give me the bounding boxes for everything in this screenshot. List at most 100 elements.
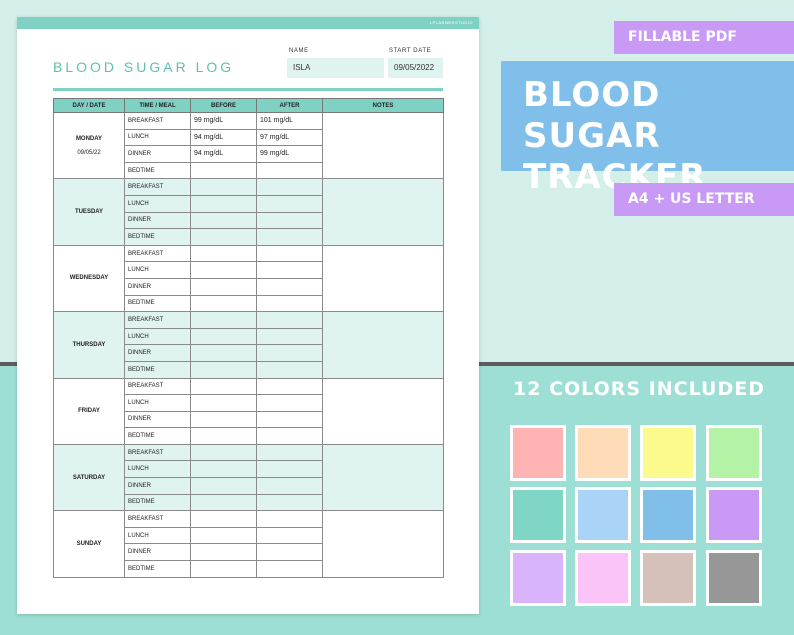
notes-cell[interactable] xyxy=(322,377,444,445)
before-cell[interactable]: 94 mg/dL xyxy=(190,128,257,147)
before-cell[interactable]: 94 mg/dL xyxy=(190,145,257,163)
before-cell[interactable] xyxy=(190,477,257,495)
color-swatch xyxy=(575,487,631,543)
after-cell[interactable] xyxy=(256,427,323,445)
after-cell[interactable] xyxy=(256,493,323,512)
meal-cell: BREAKFAST xyxy=(124,377,191,396)
before-cell[interactable] xyxy=(190,244,257,263)
table-row: LUNCH xyxy=(54,261,444,279)
meal-cell: LUNCH xyxy=(124,128,191,147)
before-cell[interactable] xyxy=(190,161,257,180)
after-cell[interactable] xyxy=(256,377,323,396)
before-cell[interactable] xyxy=(190,178,257,196)
meal-cell: LUNCH xyxy=(124,526,191,545)
after-cell[interactable] xyxy=(256,543,323,562)
after-cell[interactable] xyxy=(256,526,323,545)
color-swatch xyxy=(575,425,631,481)
meal-cell: BEDTIME xyxy=(124,228,191,246)
after-cell[interactable] xyxy=(256,228,323,246)
after-cell[interactable] xyxy=(256,327,323,346)
notes-cell[interactable] xyxy=(322,510,444,578)
table-row: DINNER xyxy=(54,477,444,495)
before-cell[interactable] xyxy=(190,543,257,562)
before-cell[interactable] xyxy=(190,410,257,429)
notes-cell[interactable] xyxy=(322,178,444,246)
after-cell[interactable] xyxy=(256,277,323,296)
before-cell[interactable] xyxy=(190,360,257,379)
color-swatch xyxy=(575,550,631,606)
day-cell: THURSDAY xyxy=(53,311,125,379)
after-cell[interactable] xyxy=(256,460,323,479)
notes-cell[interactable] xyxy=(322,244,444,313)
meal-cell: BREAKFAST xyxy=(124,311,191,329)
after-cell[interactable] xyxy=(256,294,323,313)
after-cell[interactable] xyxy=(256,211,323,230)
before-cell[interactable] xyxy=(190,228,257,246)
before-cell[interactable] xyxy=(190,493,257,512)
after-cell[interactable]: 97 mg/dL xyxy=(256,128,323,147)
meal-cell: LUNCH xyxy=(124,327,191,346)
day-name: THURSDAY xyxy=(72,341,106,348)
after-cell[interactable] xyxy=(256,161,323,180)
header-before: BEFORE xyxy=(190,98,257,113)
color-swatch xyxy=(640,550,696,606)
notes-cell[interactable] xyxy=(322,443,444,512)
before-cell[interactable] xyxy=(190,443,257,462)
before-cell[interactable] xyxy=(190,510,257,528)
color-swatch xyxy=(510,487,566,543)
before-cell[interactable] xyxy=(190,194,257,213)
before-cell[interactable] xyxy=(190,327,257,346)
after-cell[interactable] xyxy=(256,178,323,196)
before-cell[interactable] xyxy=(190,460,257,479)
table-row: BEDTIME xyxy=(54,493,444,512)
before-cell[interactable] xyxy=(190,211,257,230)
after-cell[interactable] xyxy=(256,311,323,329)
after-cell[interactable] xyxy=(256,194,323,213)
before-cell[interactable] xyxy=(190,277,257,296)
paper-size-tag: A4 + US LETTER xyxy=(614,183,794,216)
notes-cell[interactable] xyxy=(322,111,444,180)
day-name: SUNDAY xyxy=(76,540,102,547)
before-cell[interactable] xyxy=(190,526,257,545)
table-row: BEDTIME xyxy=(54,228,444,246)
after-cell[interactable] xyxy=(256,477,323,495)
product-title-line-1: BLOOD SUGAR xyxy=(523,75,661,156)
after-cell[interactable]: 99 mg/dL xyxy=(256,145,323,163)
before-cell[interactable] xyxy=(190,261,257,279)
after-cell[interactable]: 101 mg/dL xyxy=(256,112,323,130)
after-cell[interactable] xyxy=(256,510,323,528)
start-date-field[interactable]: 09/05/2022 xyxy=(388,58,443,78)
brand-text: LPLANNERSTUDIO xyxy=(429,20,473,25)
before-cell[interactable] xyxy=(190,427,257,445)
before-cell[interactable] xyxy=(190,294,257,313)
color-swatch xyxy=(706,487,762,543)
table-row: SUNDAY BREAKFAST xyxy=(53,510,444,578)
before-cell[interactable] xyxy=(190,311,257,329)
after-cell[interactable] xyxy=(256,443,323,462)
after-cell[interactable] xyxy=(256,244,323,263)
table-header-row: DAY / DATE TIME / MEAL BEFORE AFTER NOTE… xyxy=(53,98,444,113)
before-cell[interactable]: 99 mg/dL xyxy=(190,112,257,130)
before-cell[interactable] xyxy=(190,394,257,412)
meal-cell: BREAKFAST xyxy=(124,244,191,263)
after-cell[interactable] xyxy=(256,344,323,362)
table-row: LUNCH xyxy=(54,460,444,479)
day-date[interactable]: 09/05/22 xyxy=(77,149,101,156)
after-cell[interactable] xyxy=(256,394,323,412)
before-cell[interactable] xyxy=(190,560,257,578)
notes-cell[interactable] xyxy=(322,311,444,379)
meal-cell: BEDTIME xyxy=(124,427,191,445)
meal-cell: DINNER xyxy=(124,277,191,296)
after-cell[interactable] xyxy=(256,560,323,578)
after-cell[interactable] xyxy=(256,360,323,379)
meal-cell: BEDTIME xyxy=(124,560,191,578)
meal-cell: BREAKFAST xyxy=(124,510,191,528)
after-cell[interactable] xyxy=(256,410,323,429)
day-name: MONDAY xyxy=(75,135,103,142)
before-cell[interactable] xyxy=(190,377,257,396)
color-swatch xyxy=(706,425,762,481)
after-cell[interactable] xyxy=(256,261,323,279)
name-field[interactable]: ISLA xyxy=(287,58,384,78)
table-row: TUESDAY BREAKFAST xyxy=(53,178,444,246)
before-cell[interactable] xyxy=(190,344,257,362)
